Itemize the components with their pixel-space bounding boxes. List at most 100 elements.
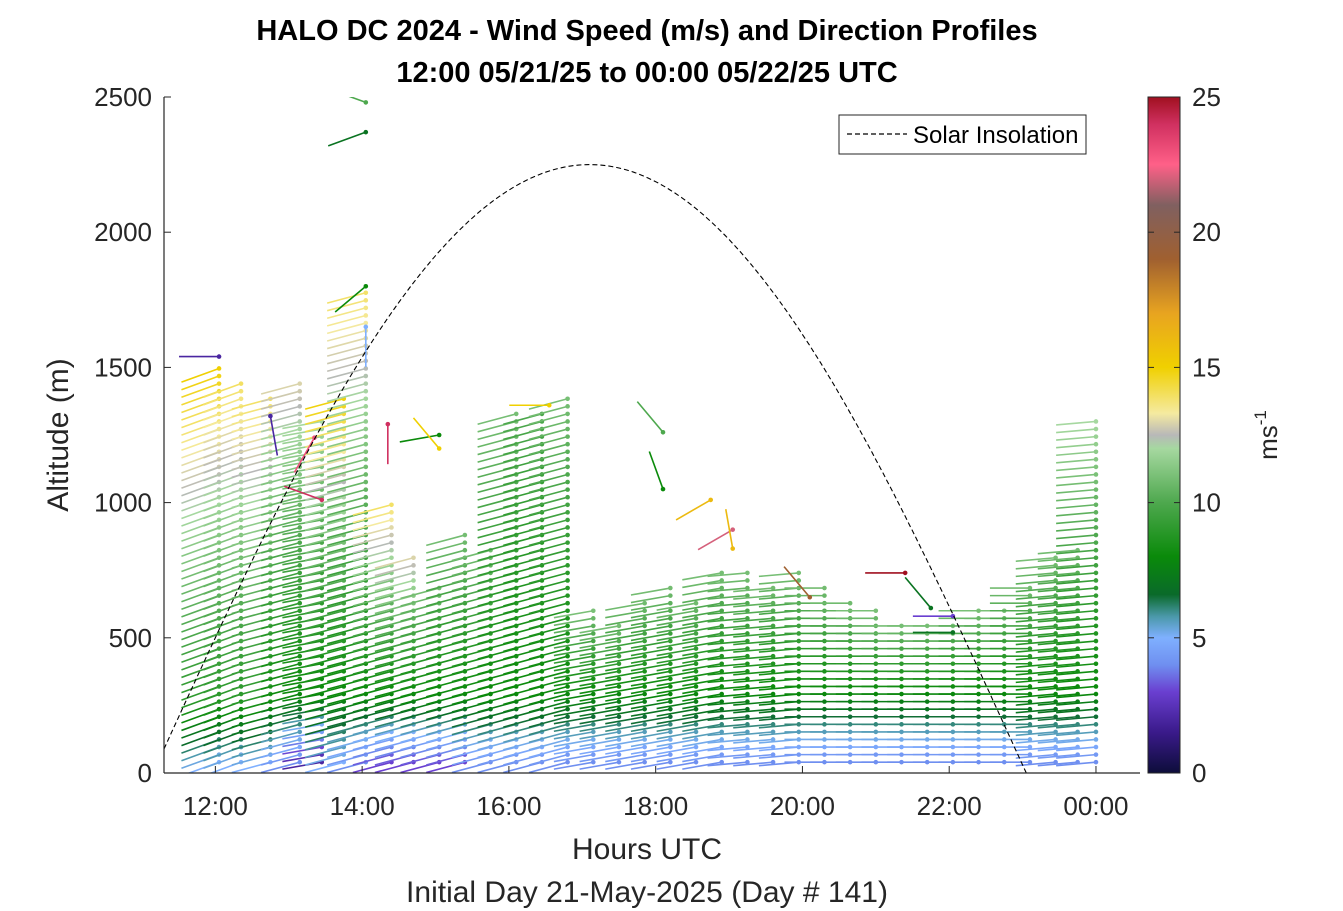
wind-barb — [260, 450, 300, 463]
wind-barb — [304, 715, 344, 728]
wind-barb-dot — [363, 426, 369, 432]
wind-barb — [656, 670, 697, 680]
wind-barb — [260, 579, 300, 592]
wind-barb — [682, 640, 722, 649]
wind-barb — [282, 670, 322, 680]
wind-barb-dot — [770, 600, 776, 606]
wind-barb — [630, 746, 671, 755]
wind-barb-dot — [1093, 449, 1099, 455]
wind-barb — [304, 549, 344, 562]
wind-barb-dot — [693, 759, 699, 765]
wind-barb — [733, 647, 774, 653]
wind-barb-dot — [770, 669, 776, 674]
wind-barb — [528, 594, 568, 607]
wind-barb — [352, 564, 392, 577]
wind-barb-dot — [616, 684, 622, 689]
wind-barb — [304, 519, 344, 532]
wind-barb-dot — [565, 540, 570, 545]
wind-barb-dot — [389, 502, 394, 508]
wind-barb-dot — [745, 729, 750, 735]
wind-barb — [553, 632, 594, 642]
wind-barb — [282, 450, 322, 460]
wind-barb-dot — [693, 714, 699, 720]
wind-barb-dot — [1093, 547, 1099, 553]
y-tick-label: 1000 — [94, 488, 152, 518]
y-tick-label: 500 — [109, 623, 152, 653]
wind-barb-dot — [719, 653, 725, 659]
wind-barb — [528, 579, 568, 592]
wind-barb — [733, 632, 774, 638]
wind-barb-dot — [436, 446, 442, 451]
wind-barb-dot — [668, 752, 673, 757]
wind-barb-dot — [363, 494, 369, 500]
wind-barb — [579, 761, 620, 770]
wind-barb-dot — [590, 684, 596, 689]
colorbar-ticks: 0 5 10 15 20 25 — [1148, 82, 1221, 788]
wind-barb-dot — [873, 608, 879, 614]
wind-barb-dot — [770, 729, 776, 735]
wind-barb — [1015, 731, 1056, 737]
wind-barb-dot — [565, 464, 570, 470]
wind-barb — [282, 678, 322, 687]
wind-barb-dot — [297, 570, 303, 576]
wind-barb — [528, 549, 568, 562]
wind-barb — [260, 534, 300, 547]
wind-barb — [1056, 466, 1097, 472]
wind-barb — [1056, 602, 1097, 608]
wind-barb-dot — [642, 714, 647, 720]
wind-barb-dot — [389, 525, 394, 530]
wind-barb — [352, 632, 392, 645]
wind-barb-dot — [297, 472, 303, 477]
wind-barb-dot — [297, 661, 303, 667]
wind-barb — [282, 579, 322, 589]
wind-barb-dot — [565, 676, 570, 682]
wind-barb-dot — [668, 729, 673, 735]
wind-barb-dot — [642, 722, 647, 727]
wind-barb — [1056, 435, 1097, 441]
wind-barb — [682, 647, 722, 657]
wind-barb — [605, 693, 645, 702]
wind-barb — [605, 678, 645, 687]
wind-barb-dot — [719, 684, 725, 689]
wind-barb-dot — [668, 759, 673, 765]
wind-barb-dot — [719, 737, 725, 742]
wind-barb-dot — [693, 669, 699, 674]
wind-barb — [724, 509, 734, 549]
wind-barb — [326, 397, 367, 410]
wind-barb — [1056, 700, 1097, 706]
wind-barb-dot — [693, 744, 699, 750]
wind-barb — [260, 625, 300, 638]
wind-barb — [1015, 572, 1056, 578]
wind-barb — [352, 503, 392, 516]
wind-barb — [605, 655, 645, 664]
wind-barb — [282, 443, 322, 452]
wind-barb — [260, 473, 300, 486]
wind-barb — [528, 625, 568, 638]
wind-barb — [656, 662, 697, 672]
wind-barb — [1015, 700, 1056, 706]
wind-barb-dot — [745, 653, 750, 659]
wind-barb — [304, 534, 344, 547]
wind-barb-dot — [1027, 623, 1033, 629]
wind-barb — [579, 632, 620, 642]
wind-barb — [656, 678, 697, 687]
wind-barb — [682, 572, 722, 581]
wind-barb-dot — [1027, 752, 1033, 757]
wind-barb-dot — [297, 510, 303, 515]
wind-barb-dot — [297, 646, 303, 651]
wind-barb — [733, 609, 774, 616]
wind-barb-dot — [565, 752, 570, 757]
wind-barb — [1056, 640, 1097, 646]
wind-barb — [326, 329, 367, 342]
wind-barb-dot — [693, 623, 699, 629]
wind-barb-dot — [642, 744, 647, 750]
wind-barb-dot — [590, 616, 596, 621]
wind-barb-dot — [642, 737, 647, 742]
wind-barb-dot — [770, 699, 776, 704]
wind-barb-dot — [1093, 661, 1099, 667]
wind-barb — [260, 715, 300, 728]
wind-barb-dot — [1027, 676, 1033, 682]
wind-barb — [605, 685, 645, 695]
wind-barb — [630, 609, 671, 619]
wind-barb — [260, 647, 300, 660]
